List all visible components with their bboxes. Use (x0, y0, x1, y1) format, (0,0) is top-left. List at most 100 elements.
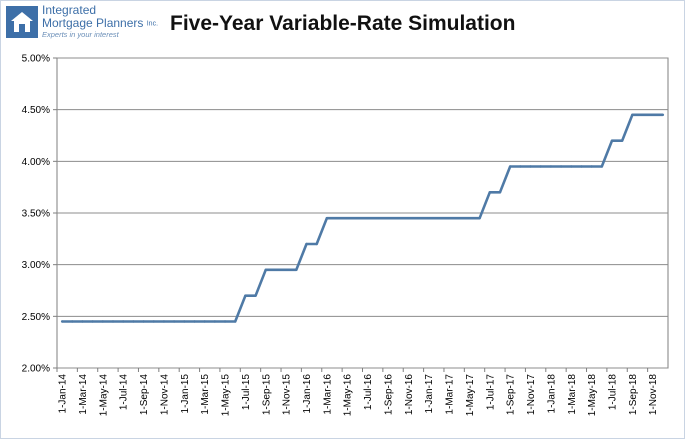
data-point (529, 165, 532, 168)
data-point (91, 320, 94, 323)
data-point (488, 191, 491, 194)
x-tick-label: 1-Jan-16 (302, 374, 313, 414)
x-tick-label: 1-Mar-16 (322, 374, 333, 415)
logo-tagline: Experts in your interest (42, 30, 119, 40)
y-tick-label: 2.00% (22, 364, 50, 375)
x-tick-label: 1-Mar-15 (200, 374, 211, 415)
data-point (315, 242, 318, 246)
x-tick-label: 1-Sep-15 (261, 374, 272, 416)
x-tick-label: 1-Mar-17 (445, 374, 456, 415)
x-axis-ticks: 1-Jan-14 1-Mar-14 1-May-14 1-Jul-14 1-Sep-14… (56, 368, 659, 417)
x-tick-label: 1-Jan-15 (180, 374, 191, 414)
data-point (417, 216, 420, 220)
logo-inc: Inc. (146, 20, 159, 28)
data-point (580, 165, 583, 168)
data-point (508, 165, 512, 168)
data-point (121, 320, 125, 323)
data-point (600, 165, 604, 168)
data-point (152, 320, 155, 323)
data-point (590, 165, 593, 168)
data-point (234, 320, 237, 323)
x-tick-label: 1-May-17 (465, 374, 476, 417)
data-point (549, 165, 553, 168)
logo: Integrated Mortgage Planners Inc. Expert… (6, 2, 166, 44)
x-tick-label: 1-May-18 (587, 374, 598, 417)
x-tick-label: 1-Sep-17 (506, 374, 517, 416)
data-point (407, 216, 410, 220)
x-tick-label: 1-Nov-17 (526, 374, 537, 416)
data-point (570, 165, 573, 168)
data-point (346, 216, 349, 220)
x-tick-label: 1-May-14 (98, 374, 109, 417)
data-point (498, 191, 502, 194)
data-point (142, 320, 145, 323)
data-point (458, 216, 461, 220)
data-point (427, 216, 430, 220)
data-point (325, 216, 329, 220)
data-point (193, 320, 196, 323)
data-point (468, 216, 471, 220)
data-point (162, 320, 166, 323)
data-point (631, 113, 634, 117)
house-icon (6, 6, 38, 38)
y-tick-label: 5.00% (22, 54, 50, 65)
data-point (264, 268, 267, 272)
x-tick-label: 1-Jul-16 (363, 374, 374, 411)
data-point (223, 320, 227, 323)
y-tick-label: 2.50% (22, 312, 50, 323)
data-point (132, 320, 135, 323)
data-point (620, 139, 624, 142)
x-tick-label: 1-Jan-18 (546, 374, 557, 414)
data-point (447, 216, 451, 220)
chart-title: Five-Year Variable-Rate Simulation (170, 12, 516, 35)
data-point (478, 216, 481, 220)
x-tick-label: 1-May-15 (221, 374, 232, 417)
x-tick-label: 1-Jan-17 (424, 374, 435, 414)
data-point (437, 216, 441, 220)
data-point (81, 320, 84, 323)
y-axis-ticks: 2.00% 2.50% 3.00% 3.50% 4.00% 4.50% 5.00% (22, 54, 57, 375)
x-tick-label: 1-Sep-18 (628, 374, 639, 416)
data-point (203, 320, 206, 323)
x-tick-label: 1-Jul-18 (607, 374, 618, 411)
data-point (610, 139, 614, 142)
data-point (335, 216, 339, 220)
x-tick-label: 1-Mar-18 (567, 374, 578, 415)
data-point (172, 320, 176, 323)
x-tick-label: 1-Nov-14 (159, 374, 170, 416)
x-tick-label: 1-Sep-14 (139, 374, 150, 416)
data-point (295, 268, 298, 272)
data-point (559, 165, 563, 168)
x-tick-label: 1-May-16 (343, 374, 354, 417)
data-point (519, 165, 522, 168)
data-point (651, 113, 654, 117)
data-point (396, 216, 400, 220)
data-point (366, 216, 369, 220)
x-tick-label: 1-Sep-16 (383, 374, 394, 416)
data-point (284, 268, 288, 272)
y-tick-label: 3.50% (22, 209, 50, 220)
data-point (376, 216, 379, 220)
series-line (62, 113, 663, 323)
data-point (244, 294, 247, 297)
data-point (539, 165, 542, 168)
data-point (111, 320, 115, 323)
x-tick-label: 1-Jul-14 (119, 374, 130, 411)
data-point (60, 320, 64, 323)
data-point (71, 320, 74, 323)
logo-text: Integrated Mortgage Planners Inc. Expert… (42, 4, 158, 40)
x-tick-label: 1-Jul-17 (485, 374, 496, 411)
data-point (356, 216, 359, 220)
y-tick-label: 4.50% (22, 105, 50, 116)
logo-company: Mortgage Planners (42, 16, 144, 30)
x-tick-label: 1-Jul-15 (241, 374, 252, 411)
y-tick-label: 3.00% (22, 260, 50, 271)
data-point (641, 113, 644, 117)
data-point (101, 320, 105, 323)
data-point (661, 113, 665, 117)
data-point (213, 320, 217, 323)
x-tick-label: 1-Nov-16 (404, 374, 415, 416)
x-tick-label: 1-Nov-15 (282, 374, 293, 416)
